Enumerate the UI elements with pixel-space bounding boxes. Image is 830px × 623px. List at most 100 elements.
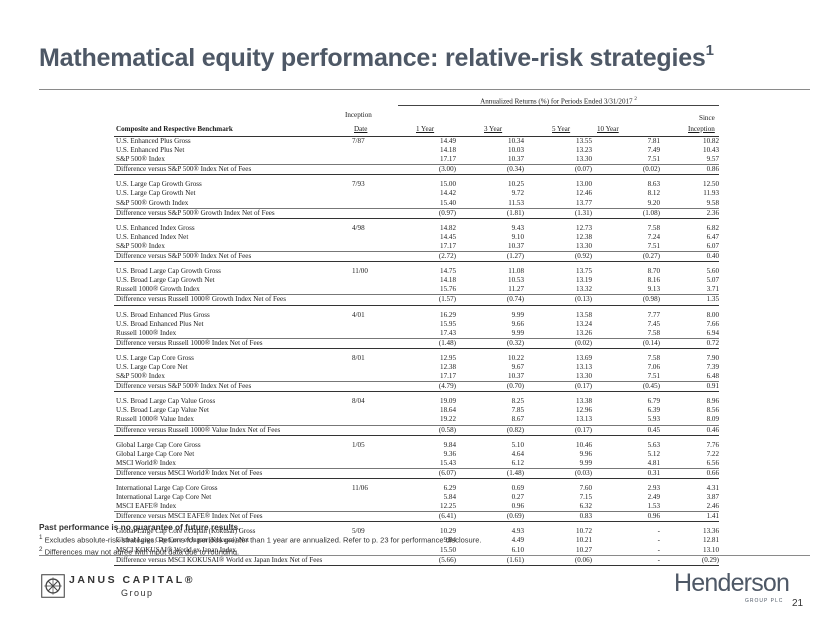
cell-1y: (0.97) — [438, 208, 456, 217]
annualized-header: Annualized Returns (%) for Periods Ended… — [398, 97, 719, 105]
cell-since-inception: 1.35 — [706, 295, 719, 304]
cell-inception-date: 4/98 — [352, 223, 365, 232]
col-header-inception-l2: Date — [354, 125, 368, 133]
cell-10y: - — [657, 545, 660, 554]
table-group: U.S. Large Cap Growth Gross 7/93 15.00 10.2… — [114, 180, 719, 219]
cell-10y: 8.70 — [647, 267, 660, 276]
cell-benchmark: Russell 1000® Value Index — [116, 415, 194, 424]
janus-logo-icon — [41, 574, 65, 598]
cell-since-inception: 0.40 — [706, 252, 719, 261]
table-group: Global Large Cap Core Gross 1/05 9.84 5.10 1… — [114, 441, 719, 479]
henderson-logo-sub: GROUP PLC — [745, 598, 784, 604]
table-row: MSCI World® Index 15.43 6.12 9.99 4.81 6.56 — [114, 459, 719, 468]
table-row: S&P 500® Growth Index 15.40 11.53 13.77 9.20… — [114, 199, 719, 208]
cell-benchmark: U.S. Broad Enhanced Plus Net — [116, 319, 204, 328]
table-row: Global Large Cap Core exJapan (Kokusai) … — [114, 527, 719, 536]
cell-benchmark: U.S. Enhanced Index Gross — [116, 223, 195, 232]
cell-10y: - — [657, 527, 660, 536]
cell-since-inception: 5.07 — [706, 276, 719, 285]
table-row: Difference versus S&P 500® Index Net of … — [114, 251, 719, 261]
cell-3y: (0.70) — [506, 382, 524, 391]
table-group: U.S. Broad Enhanced Plus Gross 4/01 16.29 9… — [114, 311, 719, 349]
cell-5y: 13.24 — [576, 319, 592, 328]
cell-1y: (1.57) — [438, 295, 456, 304]
cell-benchmark: Difference versus Russell 1000® Growth I… — [116, 295, 286, 304]
cell-10y: 2.93 — [647, 484, 660, 492]
cell-1y: (6.07) — [438, 468, 456, 477]
cell-3y: 10.37 — [508, 241, 524, 250]
cell-benchmark: Difference versus Russell 1000® Index Ne… — [116, 338, 263, 347]
cell-benchmark: Global Large Cap Core exJapan (Kokusai) … — [116, 527, 256, 536]
cell-10y: 1.53 — [647, 502, 660, 511]
cell-3y: 10.34 — [508, 137, 524, 145]
cell-10y: 7.77 — [647, 310, 660, 319]
cell-5y: (0.07) — [574, 165, 592, 174]
table-header-annualized: Annualized Returns (%) for Periods Ended… — [114, 96, 719, 107]
annualized-header-text: Annualized Returns (%) for Periods Ended… — [480, 97, 633, 106]
cell-3y: 9.72 — [511, 189, 524, 198]
cell-5y: 12.46 — [576, 189, 592, 198]
table-row: Global Large Cap Core Gross 1/05 9.84 5.10 1… — [114, 441, 719, 450]
table-row: Global Large Cap Core Net 9.36 4.64 9.96 5.1… — [114, 450, 719, 459]
cell-10y: 7.58 — [647, 353, 660, 362]
cell-since-inception: 3.71 — [706, 285, 719, 294]
cell-since-inception: 0.66 — [706, 468, 719, 477]
cell-benchmark: U.S. Broad Large Cap Growth Net — [116, 276, 215, 285]
cell-10y: 7.06 — [647, 362, 660, 371]
table-row: U.S. Large Cap Core Net 12.38 9.67 13.13 7.0… — [114, 363, 719, 372]
footnote-2-mark: 2 — [39, 545, 43, 553]
cell-3y: (1.27) — [506, 252, 524, 261]
cell-benchmark: MSCI World® Index — [116, 458, 176, 467]
cell-since-inception: 6.47 — [706, 232, 719, 241]
cell-1y: 9.84 — [443, 536, 456, 545]
cell-10y: - — [657, 536, 660, 545]
cell-1y: 15.95 — [440, 319, 456, 328]
cell-benchmark: U.S. Large Cap Growth Gross — [116, 180, 202, 189]
cell-5y: (0.17) — [574, 382, 592, 391]
cell-3y: 6.10 — [511, 545, 524, 554]
cell-5y: 12.96 — [576, 406, 592, 415]
cell-10y: - — [657, 555, 660, 564]
cell-3y: 8.25 — [511, 397, 524, 406]
cell-1y: 12.25 — [440, 502, 456, 511]
cell-10y: 8.63 — [647, 180, 660, 189]
table-group: Global Large Cap Core exJapan (Kokusai) … — [114, 527, 719, 566]
table-row: U.S. Broad Enhanced Plus Net 15.95 9.66 13.… — [114, 320, 719, 329]
table-row: U.S. Large Cap Core Gross 8/01 12.95 10.22 1… — [114, 354, 719, 363]
cell-inception-date: 11/06 — [352, 484, 368, 492]
cell-benchmark: Global Large Cap Core Net — [116, 449, 195, 458]
cell-5y: 13.13 — [576, 415, 592, 424]
cell-3y: (0.82) — [506, 425, 524, 434]
cell-1y: 14.75 — [440, 267, 456, 276]
table-row: Russell 1000® Value Index 19.22 8.67 13.13 5… — [114, 415, 719, 424]
cell-since-inception: 3.87 — [706, 493, 719, 502]
page-number: 21 — [792, 598, 804, 609]
table-row: S&P 500® Index 17.17 10.37 13.30 7.51 6.07 — [114, 242, 719, 251]
cell-benchmark: Russell 1000® Index — [116, 328, 177, 337]
cell-1y: 17.17 — [440, 155, 456, 164]
cell-10y: 6.79 — [647, 397, 660, 406]
cell-3y: 5.10 — [511, 440, 524, 449]
cell-1y: 19.22 — [440, 415, 456, 424]
col-header-1y: 1 Year — [416, 125, 435, 133]
cell-1y: 12.95 — [440, 353, 456, 362]
table-row: Russell 1000® Growth Index 15.76 11.27 13.3… — [114, 285, 719, 294]
cell-since-inception: 12.81 — [703, 536, 719, 545]
cell-1y: 16.29 — [440, 310, 456, 319]
cell-10y: (1.08) — [642, 208, 660, 217]
table-header-columns: Composite and Respective Benchmark Incep… — [114, 107, 719, 137]
cell-5y: 9.96 — [579, 449, 592, 458]
cell-3y: 7.85 — [511, 406, 524, 415]
cell-benchmark: U.S. Broad Large Cap Value Net — [116, 406, 209, 415]
cell-3y: 9.10 — [511, 232, 524, 241]
cell-5y: 13.32 — [576, 285, 592, 294]
cell-3y: 10.22 — [508, 353, 524, 362]
cell-1y: 14.49 — [440, 137, 456, 145]
cell-since-inception: 13.36 — [703, 527, 719, 536]
cell-1y: 17.17 — [440, 372, 456, 381]
janus-logo-group: Group — [121, 588, 154, 598]
col-header-5y: 5 Year — [552, 125, 571, 133]
cell-5y: 13.00 — [576, 180, 592, 189]
cell-3y: (0.32) — [506, 338, 524, 347]
cell-5y: (1.31) — [574, 208, 592, 217]
